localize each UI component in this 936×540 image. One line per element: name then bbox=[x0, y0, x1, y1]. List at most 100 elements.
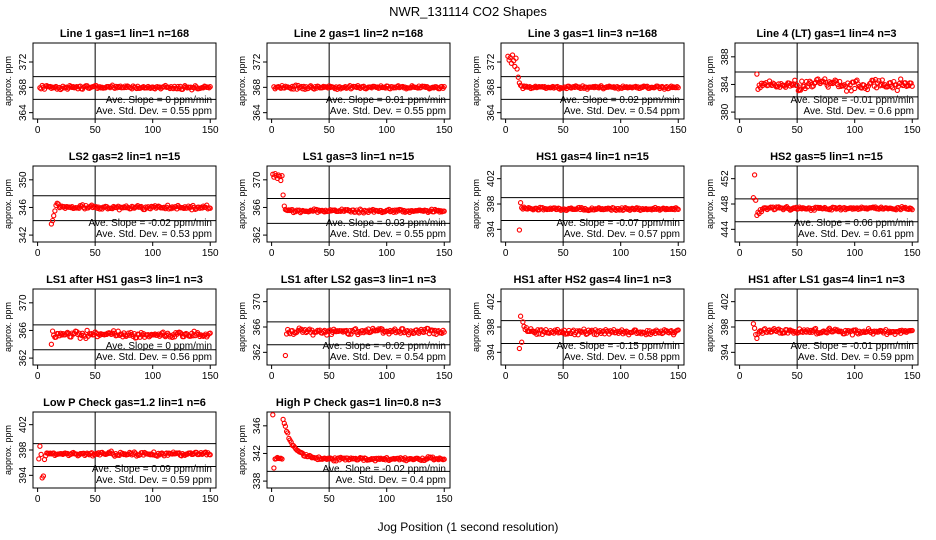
data-point bbox=[509, 52, 516, 58]
data-point bbox=[515, 74, 521, 80]
y-tick-label: 372 bbox=[252, 53, 263, 70]
data-point bbox=[90, 204, 96, 211]
panel-2: Line 2 gas=1 lin=2 n=168 0 50 100 150 364 368 3… bbox=[237, 28, 453, 136]
data-point bbox=[837, 78, 843, 85]
panel-11: HS1 after HS2 gas=4 lin=1 n=3 0 50 100 150 39… bbox=[471, 274, 687, 382]
y-tick-label: 346 bbox=[252, 417, 263, 434]
x-tick-label: 100 bbox=[612, 248, 629, 259]
data-points bbox=[37, 82, 213, 93]
y-tick-label: 452 bbox=[720, 170, 731, 187]
data-point bbox=[901, 329, 907, 335]
data-points bbox=[516, 200, 681, 233]
data-point bbox=[527, 328, 533, 335]
y-tick-label: 370 bbox=[252, 171, 263, 188]
panel-5: LS2 gas=2 lin=1 n=15 0 50 100 150 342 346 350 ap… bbox=[3, 151, 219, 259]
data-point bbox=[144, 205, 150, 211]
y-axis-label: approx. ppm bbox=[3, 425, 13, 475]
x-tick-label: 150 bbox=[436, 125, 453, 136]
y-tick-label: 372 bbox=[486, 53, 497, 70]
y-tick-label: 364 bbox=[486, 104, 497, 121]
data-point bbox=[670, 205, 677, 212]
data-point bbox=[285, 430, 291, 436]
data-point bbox=[514, 66, 520, 72]
stddev-annotation: Ave. Std. Dev. = 0.57 ppm bbox=[564, 229, 680, 240]
panel-7: HS1 gas=4 lin=1 n=15 0 50 100 150 394 398 402 ap… bbox=[471, 151, 687, 259]
y-axis-label: approx. ppm bbox=[3, 302, 13, 352]
stddev-annotation: Ave. Std. Dev. = 0.58 ppm bbox=[564, 352, 680, 363]
data-point bbox=[754, 71, 760, 77]
plot-frame bbox=[500, 42, 685, 120]
data-point bbox=[825, 84, 831, 90]
data-point bbox=[38, 451, 44, 458]
data-point bbox=[436, 209, 443, 215]
data-point bbox=[150, 452, 156, 458]
data-point bbox=[833, 78, 839, 84]
y-tick-label: 342 bbox=[252, 445, 263, 462]
data-point bbox=[441, 456, 447, 462]
slope-annotation: Ave. Slope = 0 ppm/min bbox=[106, 341, 212, 352]
y-tick-label: 338 bbox=[252, 472, 263, 489]
x-tick-label: 50 bbox=[90, 248, 102, 259]
x-tick-label: 50 bbox=[558, 371, 570, 382]
stddev-annotation: Ave. Std. Dev. = 0.54 ppm bbox=[330, 352, 446, 363]
data-point bbox=[849, 332, 856, 338]
data-point bbox=[193, 331, 200, 337]
data-point bbox=[326, 456, 332, 462]
x-tick-label: 50 bbox=[324, 371, 336, 382]
y-tick-label: 394 bbox=[486, 221, 497, 238]
x-tick-label: 100 bbox=[144, 125, 161, 136]
x-tick-label: 100 bbox=[612, 125, 629, 136]
y-tick-label: 398 bbox=[486, 195, 497, 212]
y-tick-label: 362 bbox=[252, 226, 263, 243]
y-tick-label: 368 bbox=[18, 79, 29, 96]
plot-frame bbox=[32, 42, 217, 120]
data-point bbox=[638, 207, 645, 213]
data-point bbox=[774, 83, 781, 90]
y-tick-label: 402 bbox=[486, 170, 497, 187]
data-point bbox=[288, 439, 294, 445]
y-tick-label: 346 bbox=[18, 199, 29, 216]
x-tick-label: 50 bbox=[792, 371, 804, 382]
data-point bbox=[611, 84, 617, 90]
x-tick-label: 0 bbox=[503, 371, 509, 382]
data-point bbox=[823, 79, 829, 86]
slope-annotation: Ave. Slope = 0.09 ppm/min bbox=[92, 464, 212, 475]
y-tick-label: 402 bbox=[720, 293, 731, 310]
data-point bbox=[782, 84, 789, 90]
y-tick-label: 398 bbox=[720, 318, 731, 335]
stddev-annotation: Ave. Std. Dev. = 0.54 ppm bbox=[564, 106, 680, 117]
stddev-annotation: Ave. Std. Dev. = 0.55 ppm bbox=[96, 106, 212, 117]
panel-6: LS1 gas=3 lin=1 n=15 0 50 100 150 362 366 370 ap… bbox=[237, 151, 453, 259]
data-point bbox=[842, 327, 849, 334]
data-point bbox=[621, 329, 627, 335]
slope-annotation: Ave. Slope = 0 ppm/min bbox=[106, 95, 212, 106]
y-axis-label: approx. ppm bbox=[237, 56, 247, 106]
panel-title: Line 3 gas=1 lin=3 n=168 bbox=[528, 28, 657, 40]
panel-title: HS1 gas=4 lin=1 n=15 bbox=[536, 151, 649, 163]
data-point bbox=[812, 79, 819, 86]
plot-frame bbox=[32, 288, 217, 366]
y-tick-label: 362 bbox=[252, 344, 263, 361]
data-point bbox=[841, 331, 847, 337]
panel-9: LS1 after HS1 gas=3 lin=1 n=3 0 50 100 150 36… bbox=[3, 274, 219, 382]
data-point bbox=[280, 192, 286, 198]
x-tick-label: 50 bbox=[324, 248, 336, 259]
x-tick-label: 100 bbox=[144, 371, 161, 382]
data-point bbox=[581, 326, 587, 332]
data-point bbox=[751, 172, 758, 178]
data-point bbox=[207, 452, 213, 458]
data-point bbox=[580, 329, 586, 335]
x-tick-label: 100 bbox=[144, 248, 161, 259]
data-point bbox=[273, 173, 279, 179]
y-axis-label: approx. ppm bbox=[237, 179, 247, 229]
data-point bbox=[644, 327, 650, 334]
x-tick-label: 0 bbox=[737, 125, 743, 136]
x-tick-label: 100 bbox=[378, 494, 395, 505]
plot-frame bbox=[266, 165, 451, 243]
x-tick-label: 0 bbox=[269, 125, 275, 136]
slope-annotation: Ave. Slope = -0.02 ppm/min bbox=[323, 464, 447, 475]
x-tick-label: 50 bbox=[90, 125, 102, 136]
data-point bbox=[271, 465, 277, 471]
x-tick-label: 100 bbox=[846, 125, 863, 136]
